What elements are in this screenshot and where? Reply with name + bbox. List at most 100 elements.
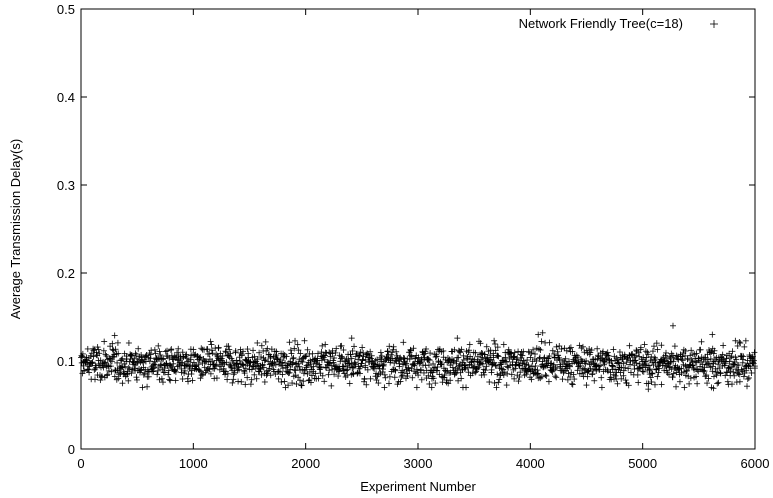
data-point xyxy=(480,366,487,373)
data-point xyxy=(86,363,93,370)
data-point xyxy=(463,384,470,391)
data-point xyxy=(542,372,549,379)
data-point xyxy=(244,374,251,381)
data-point xyxy=(744,376,751,383)
data-point xyxy=(392,367,399,374)
data-point xyxy=(531,351,538,358)
data-point xyxy=(722,360,729,367)
data-point xyxy=(258,353,265,360)
data-point xyxy=(673,383,680,390)
data-point xyxy=(159,379,166,386)
data-point xyxy=(90,353,97,360)
data-point xyxy=(275,368,282,375)
data-point xyxy=(565,370,572,377)
data-point xyxy=(85,366,92,373)
data-point xyxy=(131,365,138,372)
data-point xyxy=(364,350,371,357)
data-point xyxy=(335,367,342,374)
data-point xyxy=(739,356,746,363)
data-point xyxy=(640,368,647,375)
data-point xyxy=(388,351,395,358)
data-point xyxy=(326,367,333,374)
data-point xyxy=(497,372,504,379)
data-point xyxy=(228,355,235,362)
data-point xyxy=(486,379,493,386)
data-point xyxy=(251,353,258,360)
data-point xyxy=(688,347,695,354)
data-point xyxy=(650,343,657,350)
data-point xyxy=(81,367,88,374)
data-point xyxy=(236,366,243,373)
data-point xyxy=(614,380,621,387)
data-point xyxy=(730,369,737,376)
data-point xyxy=(589,370,596,377)
legend-label: Network Friendly Tree(c=18) xyxy=(519,16,683,31)
data-point xyxy=(133,376,140,383)
data-point xyxy=(608,362,615,369)
data-point xyxy=(390,346,397,353)
data-point xyxy=(232,348,239,355)
data-point xyxy=(688,357,695,364)
data-point xyxy=(253,375,260,382)
data-point xyxy=(149,365,156,372)
data-point xyxy=(645,380,652,387)
data-point xyxy=(620,360,627,367)
data-point xyxy=(566,345,573,352)
data-point xyxy=(562,355,569,362)
data-point xyxy=(577,362,584,369)
data-point xyxy=(693,350,700,357)
data-point xyxy=(441,372,448,379)
data-point xyxy=(625,365,632,372)
data-point xyxy=(600,348,607,355)
data-point xyxy=(163,360,170,367)
data-point xyxy=(426,357,433,364)
data-point xyxy=(482,367,489,374)
data-point xyxy=(400,339,407,346)
x-tick-label: 2000 xyxy=(291,456,320,471)
data-point xyxy=(733,356,740,363)
data-point xyxy=(236,357,243,364)
y-tick-label: 0.1 xyxy=(57,354,75,369)
data-point xyxy=(645,386,652,393)
data-point xyxy=(433,353,440,360)
data-point xyxy=(291,345,298,352)
data-point xyxy=(701,355,708,362)
data-point xyxy=(584,373,591,380)
data-point xyxy=(400,369,407,376)
data-point xyxy=(319,372,326,379)
data-point xyxy=(160,355,167,362)
data-point xyxy=(451,346,458,353)
data-point xyxy=(513,356,520,363)
data-point xyxy=(356,370,363,377)
data-point xyxy=(251,359,258,366)
data-point xyxy=(493,363,500,370)
data-point xyxy=(491,337,498,344)
data-point xyxy=(582,360,589,367)
data-point xyxy=(295,347,302,354)
data-point xyxy=(97,357,104,364)
data-point xyxy=(736,339,743,346)
data-point xyxy=(306,376,313,383)
data-point xyxy=(140,371,147,378)
data-point xyxy=(539,329,546,336)
data-point xyxy=(504,363,511,370)
data-point xyxy=(359,344,366,351)
data-point xyxy=(378,352,385,359)
data-point xyxy=(218,363,225,370)
data-point xyxy=(167,377,174,384)
axis-ticks: 0 1000 2000 3000 4000 5000 6000 0 0.1 0.2 0.3 0.4 0.… xyxy=(57,2,770,471)
data-point xyxy=(168,352,175,359)
data-point xyxy=(199,370,206,377)
data-point xyxy=(710,350,717,357)
data-point xyxy=(583,357,590,364)
data-point xyxy=(409,374,416,381)
data-point xyxy=(105,367,112,374)
data-point xyxy=(364,366,371,373)
data-point xyxy=(732,337,739,344)
data-point xyxy=(749,353,756,360)
data-point xyxy=(709,331,716,338)
data-point xyxy=(179,359,186,366)
data-point xyxy=(135,345,142,352)
data-point xyxy=(517,369,524,376)
data-point xyxy=(175,345,182,352)
